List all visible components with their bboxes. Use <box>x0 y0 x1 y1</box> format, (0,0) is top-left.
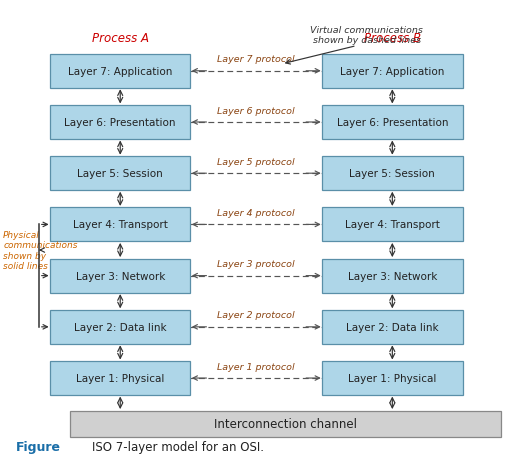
Text: Layer 1: Physical: Layer 1: Physical <box>76 373 164 383</box>
FancyBboxPatch shape <box>322 310 462 344</box>
FancyBboxPatch shape <box>322 106 462 140</box>
Text: Layer 7: Application: Layer 7: Application <box>68 67 172 77</box>
FancyBboxPatch shape <box>322 361 462 395</box>
Text: Physical
communications
shown by
solid lines: Physical communications shown by solid l… <box>3 230 77 270</box>
FancyBboxPatch shape <box>322 157 462 191</box>
FancyBboxPatch shape <box>50 55 190 89</box>
Text: Layer 6: Presentation: Layer 6: Presentation <box>64 118 176 128</box>
FancyBboxPatch shape <box>50 157 190 191</box>
Text: Layer 2 protocol: Layer 2 protocol <box>217 311 295 320</box>
Text: Layer 5: Session: Layer 5: Session <box>77 169 163 179</box>
Text: Layer 2: Data link: Layer 2: Data link <box>74 322 166 332</box>
Text: Layer 3 protocol: Layer 3 protocol <box>217 260 295 269</box>
Text: Process B: Process B <box>363 32 420 45</box>
FancyBboxPatch shape <box>50 361 190 395</box>
FancyBboxPatch shape <box>50 208 190 242</box>
Text: Layer 7: Application: Layer 7: Application <box>340 67 444 77</box>
FancyBboxPatch shape <box>322 208 462 242</box>
Text: Interconnection channel: Interconnection channel <box>214 418 356 431</box>
Text: Layer 7 protocol: Layer 7 protocol <box>217 56 295 64</box>
Text: Layer 1: Physical: Layer 1: Physical <box>348 373 436 383</box>
Text: Figure: Figure <box>16 440 61 453</box>
FancyBboxPatch shape <box>70 411 500 437</box>
FancyBboxPatch shape <box>50 106 190 140</box>
Text: Layer 6: Presentation: Layer 6: Presentation <box>336 118 447 128</box>
Text: Layer 5 protocol: Layer 5 protocol <box>217 157 295 167</box>
Text: Layer 5: Session: Layer 5: Session <box>349 169 434 179</box>
Text: Layer 3: Network: Layer 3: Network <box>75 271 164 281</box>
Text: Layer 4: Transport: Layer 4: Transport <box>73 220 167 230</box>
Text: ISO 7-layer model for an OSI.: ISO 7-layer model for an OSI. <box>92 440 264 453</box>
FancyBboxPatch shape <box>50 259 190 293</box>
Text: Virtual communications
shown by dashed lines: Virtual communications shown by dashed l… <box>310 26 422 45</box>
Text: Layer 3: Network: Layer 3: Network <box>347 271 436 281</box>
Text: Layer 4: Transport: Layer 4: Transport <box>344 220 439 230</box>
Text: Process A: Process A <box>92 32 149 45</box>
Text: Layer 2: Data link: Layer 2: Data link <box>345 322 438 332</box>
Text: Layer 1 protocol: Layer 1 protocol <box>217 362 295 371</box>
FancyBboxPatch shape <box>50 310 190 344</box>
FancyBboxPatch shape <box>322 259 462 293</box>
Text: Layer 4 protocol: Layer 4 protocol <box>217 209 295 218</box>
Text: Layer 6 protocol: Layer 6 protocol <box>217 106 295 115</box>
FancyBboxPatch shape <box>322 55 462 89</box>
